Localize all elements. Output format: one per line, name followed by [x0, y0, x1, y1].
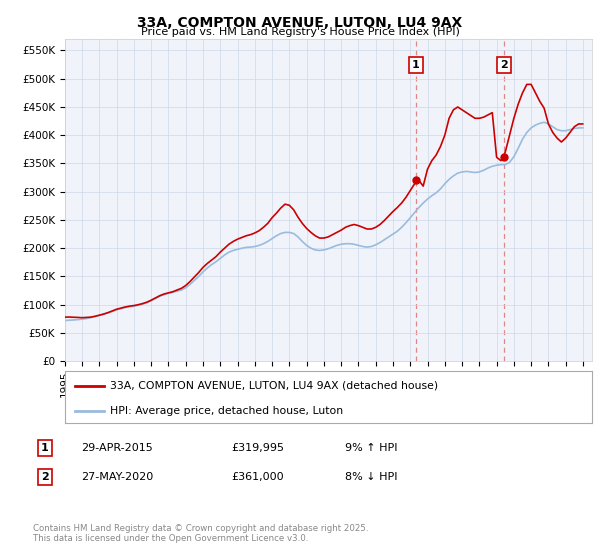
Text: 2: 2 [500, 60, 508, 70]
Text: 8% ↓ HPI: 8% ↓ HPI [345, 472, 398, 482]
Text: Price paid vs. HM Land Registry's House Price Index (HPI): Price paid vs. HM Land Registry's House … [140, 27, 460, 37]
Text: 29-APR-2015: 29-APR-2015 [81, 443, 153, 453]
Text: HPI: Average price, detached house, Luton: HPI: Average price, detached house, Luto… [110, 407, 343, 417]
Text: 33A, COMPTON AVENUE, LUTON, LU4 9AX: 33A, COMPTON AVENUE, LUTON, LU4 9AX [137, 16, 463, 30]
Text: Contains HM Land Registry data © Crown copyright and database right 2025.
This d: Contains HM Land Registry data © Crown c… [33, 524, 368, 543]
Text: 9% ↑ HPI: 9% ↑ HPI [345, 443, 398, 453]
Text: 1: 1 [412, 60, 420, 70]
Text: 33A, COMPTON AVENUE, LUTON, LU4 9AX (detached house): 33A, COMPTON AVENUE, LUTON, LU4 9AX (det… [110, 381, 438, 391]
Text: 1: 1 [41, 443, 49, 453]
Text: 2: 2 [41, 472, 49, 482]
Text: 27-MAY-2020: 27-MAY-2020 [81, 472, 153, 482]
Text: £319,995: £319,995 [231, 443, 284, 453]
Text: £361,000: £361,000 [231, 472, 284, 482]
